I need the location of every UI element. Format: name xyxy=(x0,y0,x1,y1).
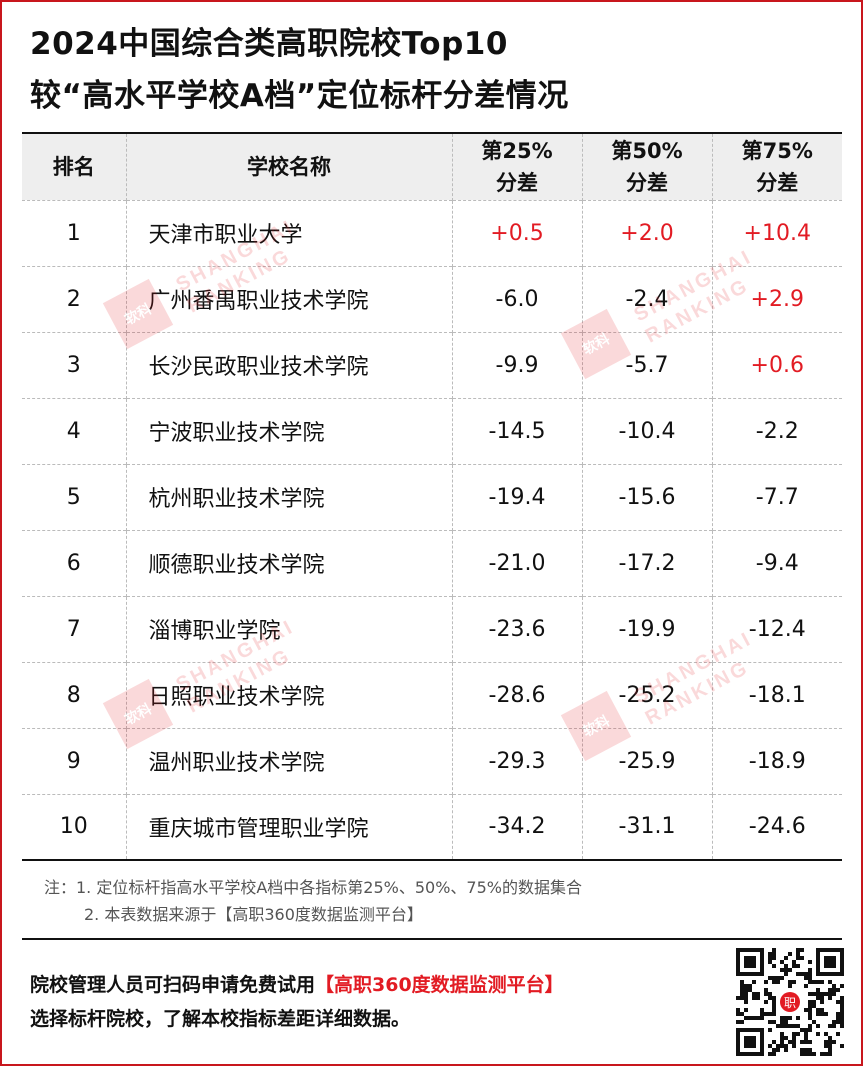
promo-line-1-prefix: 院校管理人员可扫码申请免费试用 xyxy=(30,974,316,996)
p75-cell: -18.1 xyxy=(712,661,842,728)
table-row: 9 温州职业技术学院 -29.3 -25.9 -18.9 xyxy=(22,727,842,794)
p75-cell: +10.4 xyxy=(712,199,842,266)
rank-cell: 1 xyxy=(22,199,127,266)
p25-cell: -29.3 xyxy=(452,727,583,794)
school-cell: 长沙民政职业技术学院 xyxy=(126,331,453,398)
p50-cell: -25.9 xyxy=(582,727,713,794)
header-p75-line2: 分差 xyxy=(756,170,799,195)
title-line-2: 较“高水平学校A档”定位标杆分差情况 xyxy=(30,78,569,114)
p25-cell: -14.5 xyxy=(452,397,583,464)
header-p75-line1: 第75% xyxy=(741,138,813,163)
school-cell: 顺德职业技术学院 xyxy=(126,529,453,596)
table-body: 1 天津市职业大学 +0.5 +2.0 +10.4 2 广州番禺职业技术学院 -6.0 -2.… xyxy=(22,199,842,861)
page-title: 2024中国综合类高职院校Top10 较“高水平学校A档”定位标杆分差情况 xyxy=(30,18,569,122)
rank-cell: 9 xyxy=(22,727,127,794)
header-school: 学校名称 xyxy=(126,134,453,200)
rank-cell: 4 xyxy=(22,397,127,464)
header-p25-line2: 分差 xyxy=(496,170,538,195)
school-cell: 温州职业技术学院 xyxy=(126,727,453,794)
table-row: 5 杭州职业技术学院 -19.4 -15.6 -7.7 xyxy=(22,463,842,530)
ranking-table: 排名 学校名称 第25% 分差 第50% 分差 第75% 分差 1 天津市职业大学 +0.… xyxy=(22,132,842,861)
p75-cell: -18.9 xyxy=(712,727,842,794)
table-row: 3 长沙民政职业技术学院 -9.9 -5.7 +0.6 xyxy=(22,331,842,398)
p25-cell: -6.0 xyxy=(452,265,583,332)
p75-cell: -7.7 xyxy=(712,463,842,530)
school-cell: 淄博职业学院 xyxy=(126,595,453,662)
school-cell: 天津市职业大学 xyxy=(126,199,453,266)
school-cell: 重庆城市管理职业学院 xyxy=(126,793,453,861)
p25-cell: -34.2 xyxy=(452,793,583,861)
footnote-2: 2. 本表数据来源于【高职360度数据监测平台】 xyxy=(84,905,423,924)
rank-cell: 10 xyxy=(22,793,127,861)
header-p75: 第75% 分差 xyxy=(712,134,842,200)
header-p50-line2: 分差 xyxy=(626,170,668,195)
header-p25-line1: 第25% xyxy=(481,138,553,163)
rank-cell: 5 xyxy=(22,463,127,530)
promo-text: 院校管理人员可扫码申请免费试用【高职360度数据监测平台】 选择标杆院校，了解本… xyxy=(30,968,564,1036)
promo-line-1: 院校管理人员可扫码申请免费试用【高职360度数据监测平台】 xyxy=(30,968,564,1002)
school-cell: 日照职业技术学院 xyxy=(126,661,453,728)
rank-cell: 2 xyxy=(22,265,127,332)
title-line-1: 2024中国综合类高职院校Top10 xyxy=(30,26,508,62)
school-cell: 杭州职业技术学院 xyxy=(126,463,453,530)
table-row: 7 淄博职业学院 -23.6 -19.9 -12.4 xyxy=(22,595,842,662)
rank-cell: 8 xyxy=(22,661,127,728)
p75-cell: +0.6 xyxy=(712,331,842,398)
divider xyxy=(22,938,842,940)
p25-cell: -21.0 xyxy=(452,529,583,596)
promo-platform-name: 【高职360度数据监测平台】 xyxy=(315,974,564,996)
footnotes: 注：1. 定位标杆指高水平学校A档中各指标第25%、50%、75%的数据集合 2… xyxy=(44,874,582,928)
school-cell: 广州番禺职业技术学院 xyxy=(126,265,453,332)
qr-code-graphic: 职 xyxy=(736,948,844,1056)
p25-cell: -19.4 xyxy=(452,463,583,530)
table-row: 4 宁波职业技术学院 -14.5 -10.4 -2.2 xyxy=(22,397,842,464)
p50-cell: -17.2 xyxy=(582,529,713,596)
p50-cell: +2.0 xyxy=(582,199,713,266)
p50-cell: -25.2 xyxy=(582,661,713,728)
p75-cell: -2.2 xyxy=(712,397,842,464)
rank-cell: 7 xyxy=(22,595,127,662)
p25-cell: -23.6 xyxy=(452,595,583,662)
promo-line-2: 选择标杆院校，了解本校指标差距详细数据。 xyxy=(30,1008,411,1030)
header-p50: 第50% 分差 xyxy=(582,134,713,200)
footnote-1: 注：1. 定位标杆指高水平学校A档中各指标第25%、50%、75%的数据集合 xyxy=(44,878,582,897)
rank-cell: 3 xyxy=(22,331,127,398)
header-p50-line1: 第50% xyxy=(611,138,683,163)
table-row: 2 广州番禺职业技术学院 -6.0 -2.4 +2.9 xyxy=(22,265,842,332)
p50-cell: -10.4 xyxy=(582,397,713,464)
p50-cell: -2.4 xyxy=(582,265,713,332)
p50-cell: -31.1 xyxy=(582,793,713,861)
header-p25: 第25% 分差 xyxy=(452,134,583,200)
table-row: 1 天津市职业大学 +0.5 +2.0 +10.4 xyxy=(22,199,842,266)
p50-cell: -19.9 xyxy=(582,595,713,662)
qr-center-logo: 职 xyxy=(784,996,796,1010)
header-rank: 排名 xyxy=(22,134,127,200)
school-cell: 宁波职业技术学院 xyxy=(126,397,453,464)
p25-cell: +0.5 xyxy=(452,199,583,266)
p75-cell: -9.4 xyxy=(712,529,842,596)
p50-cell: -15.6 xyxy=(582,463,713,530)
p75-cell: -12.4 xyxy=(712,595,842,662)
p25-cell: -9.9 xyxy=(452,331,583,398)
table-header: 排名 学校名称 第25% 分差 第50% 分差 第75% 分差 xyxy=(22,134,842,200)
p50-cell: -5.7 xyxy=(582,331,713,398)
rank-cell: 6 xyxy=(22,529,127,596)
qr-code-icon[interactable]: 职 xyxy=(736,948,844,1056)
p75-cell: +2.9 xyxy=(712,265,842,332)
table-row: 8 日照职业技术学院 -28.6 -25.2 -18.1 xyxy=(22,661,842,728)
table-row: 6 顺德职业技术学院 -21.0 -17.2 -9.4 xyxy=(22,529,842,596)
p75-cell: -24.6 xyxy=(712,793,842,861)
table-row: 10 重庆城市管理职业学院 -34.2 -31.1 -24.6 xyxy=(22,793,842,861)
p25-cell: -28.6 xyxy=(452,661,583,728)
